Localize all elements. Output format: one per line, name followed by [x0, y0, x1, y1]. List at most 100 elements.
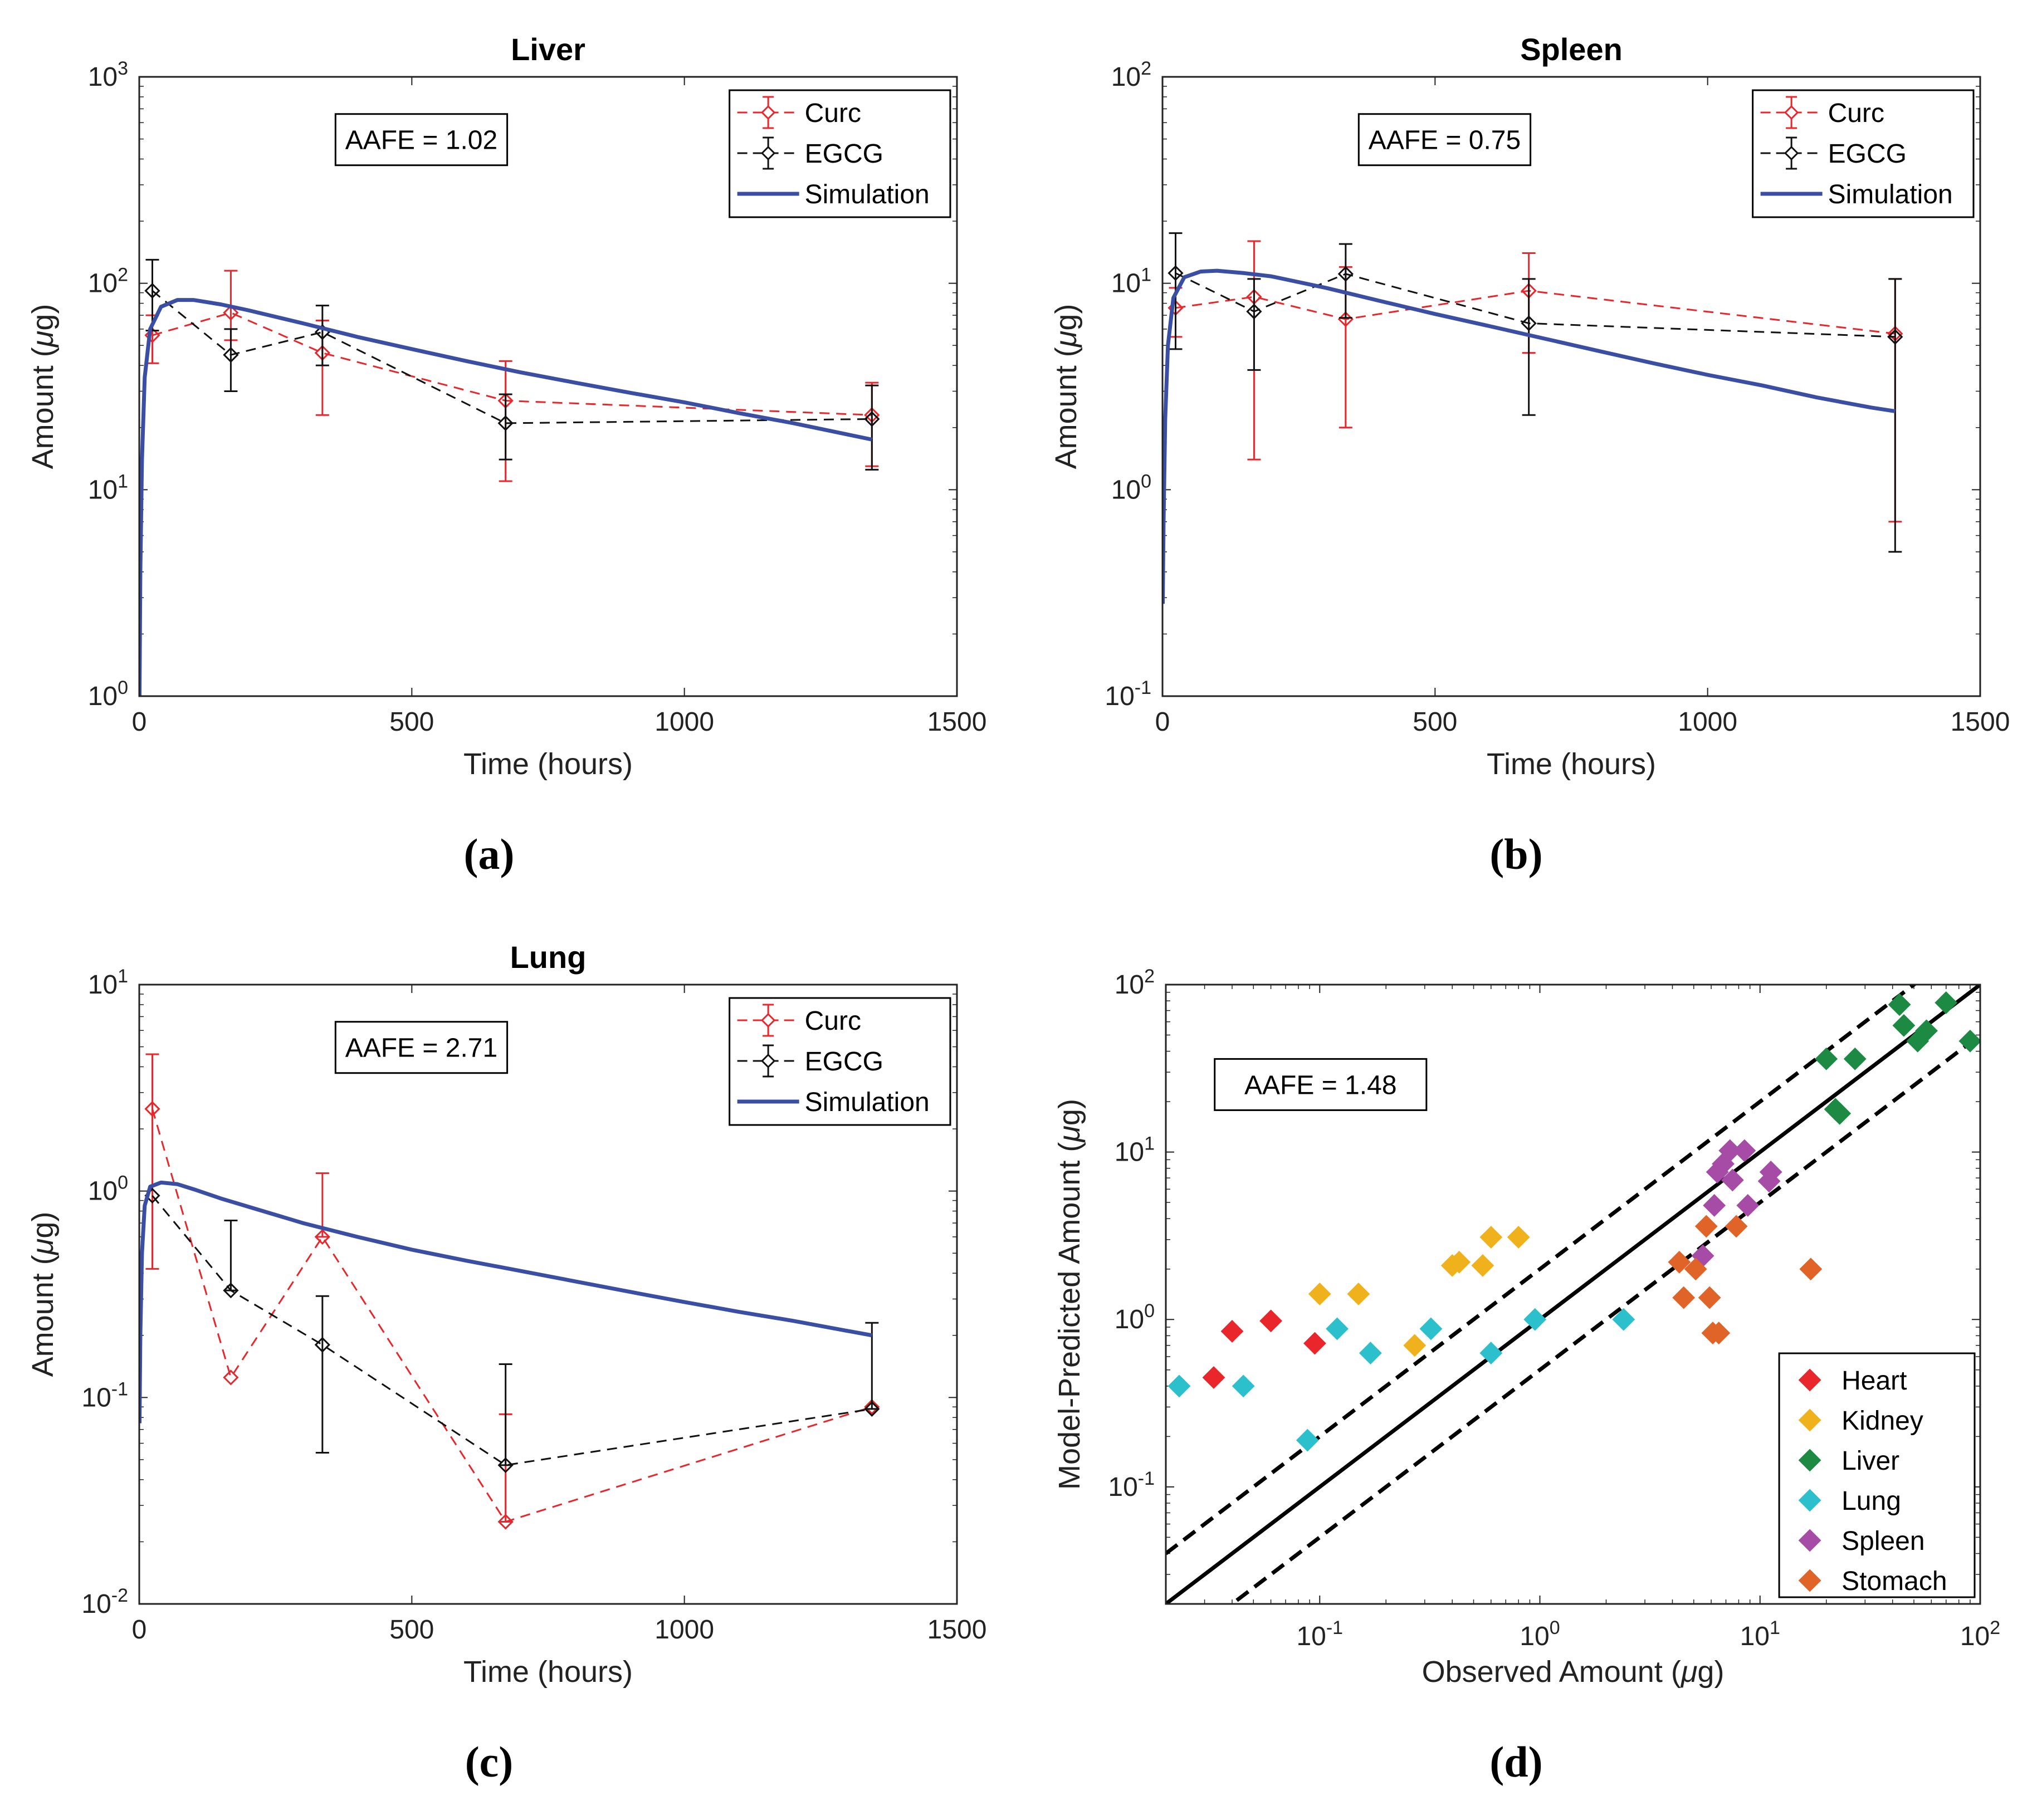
chart-a-legend-label-simulation: Simulation — [805, 180, 930, 209]
chart-b-egcg-point — [1887, 329, 1903, 345]
chart-d: 10-1 100 101 102 10-1 100 101 102 Observed Amoun… — [1053, 966, 2000, 1786]
chart-d-legend-marker-heart — [1798, 1368, 1821, 1392]
chart-c-series-curc-line — [152, 1108, 872, 1523]
chart-a-egcg-point — [497, 415, 514, 432]
chart-c-curc-point — [144, 1101, 160, 1117]
chart-c-egcg-point — [223, 1283, 239, 1299]
chart-d-lower-2-fold-line — [1229, 1033, 1980, 1604]
chart-d-kidney-point — [1448, 1250, 1471, 1274]
chart-d-liver-point — [1935, 991, 1958, 1014]
chart-a: Liver 0 500 1000 1500 100 101 102 103 Time (hours… — [26, 32, 986, 878]
chart-d-stomach-point — [1668, 1250, 1691, 1274]
chart-d-lung-point — [1359, 1342, 1382, 1364]
chart-c-xtick-label: 1500 — [927, 1615, 987, 1645]
chart-c-xtick-label: 500 — [389, 1615, 434, 1645]
chart-c-legend-label-curc: Curc — [805, 1006, 861, 1036]
chart-a-ylabel: Amount (μg) — [26, 304, 60, 469]
chart-d-xtick-label: 10-1 — [1296, 1617, 1343, 1651]
chart-d-kidney-point — [1507, 1226, 1530, 1249]
chart-b-egcg-point — [1246, 304, 1262, 320]
chart-d-legend-label-heart: Heart — [1841, 1366, 1907, 1396]
chart-a-series-simulation-line — [139, 298, 873, 696]
chart-d-legend-marker-stomach — [1798, 1569, 1821, 1592]
chart-b-axes-box — [1161, 76, 1981, 697]
chart-d-panel-label: (d) — [1489, 1738, 1542, 1786]
chart-d-legend-marker-liver — [1798, 1449, 1821, 1472]
chart-d-legend-label-lung: Lung — [1841, 1486, 1901, 1516]
chart-c-legend-marker-egcg — [761, 1053, 776, 1069]
chart-b-plot-area — [1162, 232, 1903, 604]
chart-b-annotation: AAFE = 0.75 — [1369, 126, 1521, 155]
chart-b-egcg-point — [1337, 266, 1354, 282]
chart-d-spleen-point — [1721, 1168, 1744, 1192]
chart-b-annotation-box — [1357, 113, 1532, 167]
chart-b-ytick-label: 102 — [1111, 58, 1151, 92]
chart-d-stomach-point — [1698, 1286, 1721, 1309]
chart-c-curc-point — [497, 1514, 514, 1530]
chart-d-lung-point — [1326, 1317, 1349, 1340]
chart-c-curc-point — [864, 1399, 880, 1415]
chart-d-liver-point — [1958, 1029, 1980, 1053]
chart-b-legend-marker-curc — [1784, 105, 1799, 120]
chart-d-heart-point — [1202, 1366, 1225, 1389]
chart-c-title: Lung — [510, 940, 587, 975]
chart-d-liver-point — [1915, 1019, 1938, 1043]
chart-d-legend-label-spleen: Spleen — [1841, 1527, 1924, 1556]
chart-d-liver-point — [1892, 1014, 1916, 1037]
chart-c-ytick-label: 10-1 — [81, 1378, 128, 1412]
chart-a-xtick-label: 1500 — [927, 707, 987, 737]
chart-b-xtick-label: 0 — [1155, 707, 1170, 737]
chart-d-xtick-label: 100 — [1520, 1617, 1560, 1651]
chart-d-heart-point — [1303, 1332, 1326, 1355]
chart-a-ytick-label: 100 — [88, 677, 128, 711]
chart-b-panel-label: (b) — [1489, 830, 1542, 878]
chart-c: Lung 0 500 1000 1500 10-2 10-1 100 101 Time (hour… — [26, 940, 986, 1786]
chart-a-egcg-point — [144, 282, 160, 299]
chart-d-liver-point — [1843, 1047, 1867, 1070]
chart-b-legend-label-simulation: Simulation — [1828, 180, 1953, 209]
chart-d-kidney-point — [1347, 1283, 1370, 1305]
chart-d-kidney-point — [1479, 1226, 1503, 1249]
chart-a-plot-area — [139, 258, 880, 696]
chart-d-stomach-point — [1694, 1215, 1718, 1238]
chart-a-ytick-label: 101 — [88, 471, 128, 505]
chart-d-liver-point — [1828, 1102, 1852, 1125]
chart-a-annotation: AAFE = 1.02 — [345, 126, 498, 155]
chart-c-xtick-label: 0 — [132, 1615, 147, 1645]
chart-d-legend-label-stomach: Stomach — [1841, 1567, 1947, 1596]
chart-c-curc-point — [223, 1369, 239, 1386]
chart-b-ytick-label: 101 — [1111, 265, 1151, 299]
chart-c-ytick-label: 10-2 — [81, 1585, 128, 1619]
chart-d-identity-line — [1166, 985, 1980, 1604]
chart-c-xlabel: Time (hours) — [463, 1655, 633, 1689]
chart-d-annotation-box — [1214, 1058, 1428, 1111]
chart-d-kidney-point — [1308, 1283, 1331, 1305]
chart-a-legend-label-egcg: EGCG — [805, 139, 883, 169]
chart-c-curc-point — [314, 1229, 330, 1245]
chart-d-legend-marker-lung — [1798, 1489, 1821, 1512]
chart-b-legend-marker-egcg — [1784, 145, 1799, 161]
chart-d-liver-point — [1815, 1047, 1838, 1070]
chart-d-ytick-label: 102 — [1115, 966, 1155, 1000]
chart-c-plot-area — [139, 1053, 880, 1530]
chart-c-axes-box — [138, 984, 958, 1605]
chart-d-legend-label-liver: Liver — [1841, 1446, 1899, 1476]
chart-a-curc-point — [223, 305, 239, 321]
chart-d-lung-point — [1168, 1374, 1191, 1398]
chart-a-annotation-box — [334, 113, 509, 167]
chart-d-xlabel: Observed Amount (μg) — [1422, 1655, 1725, 1689]
chart-d-xtick-label: 102 — [1960, 1617, 2000, 1651]
chart-a-egcg-point — [864, 411, 880, 427]
chart-b-legend-label-egcg: EGCG — [1828, 139, 1907, 169]
chart-c-egcg-point — [314, 1337, 330, 1353]
chart-a-xtick-label: 0 — [132, 707, 147, 737]
chart-d-axes-box — [1165, 984, 1981, 1605]
chart-d-ytick-label: 101 — [1115, 1133, 1155, 1167]
chart-d-plot-area — [1166, 985, 1980, 1604]
chart-b-series-curc-line — [1175, 290, 1896, 335]
chart-b-ytick-label: 10-1 — [1105, 677, 1151, 711]
chart-d-annotation: AAFE = 1.48 — [1244, 1070, 1397, 1100]
chart-a-xtick-label: 1000 — [654, 707, 714, 737]
chart-c-egcg-point — [497, 1457, 514, 1473]
chart-d-upper-2-fold-line — [1166, 985, 1917, 1555]
